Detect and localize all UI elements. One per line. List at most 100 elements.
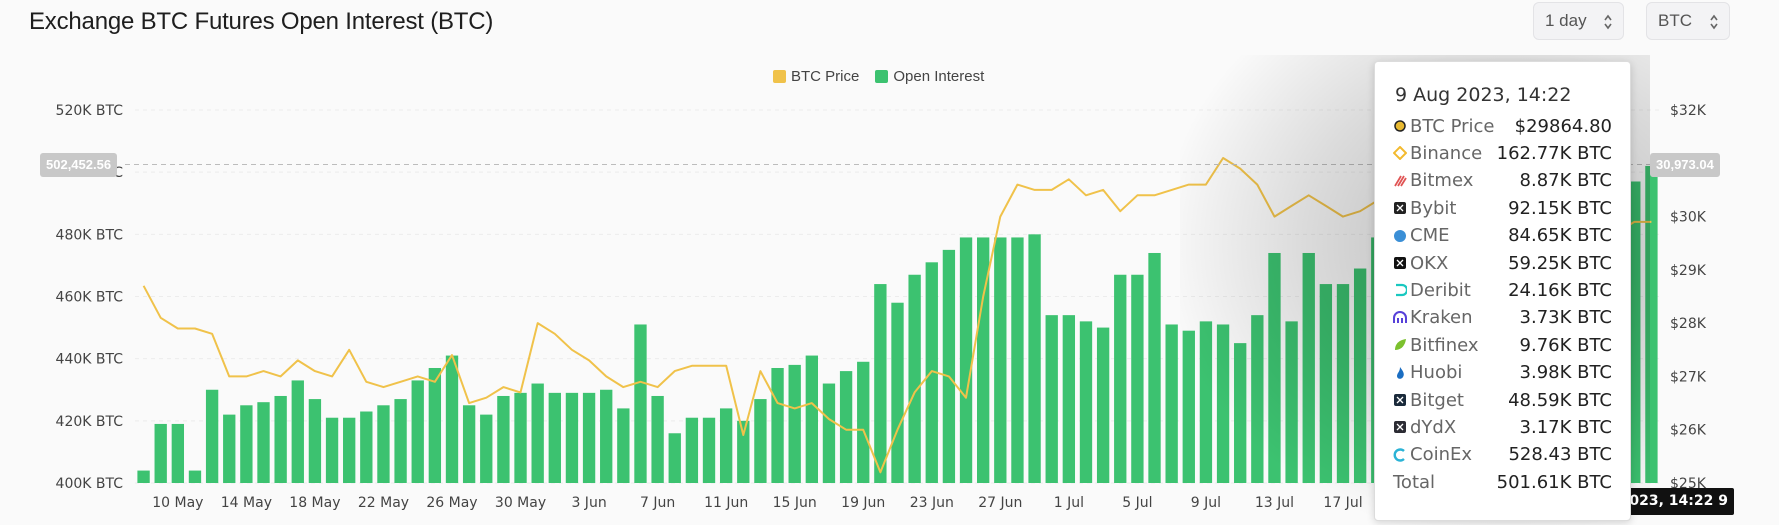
unit-select[interactable]: BTC [1646, 2, 1730, 40]
huobi-icon [1397, 366, 1404, 379]
open-interest-bar [428, 367, 442, 483]
open-interest-bar [685, 417, 699, 483]
tooltip-row-name: BTC Price [1410, 115, 1495, 137]
tooltip-row: Total 501.61K BTC [1393, 469, 1612, 495]
open-interest-bar [171, 423, 185, 483]
binance-icon [1393, 146, 1407, 161]
open-interest-bar [908, 274, 921, 483]
legend-swatch [875, 70, 889, 83]
open-interest-bar [634, 324, 647, 483]
open-interest-bar [394, 399, 407, 483]
open-interest-bar [737, 420, 750, 483]
x-axis-tick: 18 May [289, 495, 340, 511]
left-axis-tick: 440K BTC [56, 352, 124, 368]
left-axis-tick: 520K BTC [56, 103, 124, 119]
open-interest-bar [274, 395, 287, 483]
chart-legend: BTC Price Open Interest [773, 68, 984, 85]
tooltip-row: Binance 162.77K BTC [1393, 140, 1612, 166]
tooltip-row-value: 24.16K BTC [1508, 279, 1612, 301]
x-axis-tick: 15 Jun [773, 495, 817, 511]
tooltip-date: 9 Aug 2023, 14:22 [1395, 84, 1572, 106]
open-interest-bar [600, 389, 613, 483]
tooltip-row: Deribit 24.16K BTC [1393, 277, 1612, 303]
tooltip-row: OKX 59.25K BTC [1393, 250, 1612, 276]
tooltip-row-name: CoinEx [1410, 444, 1473, 466]
tooltip-row-value: 162.77K BTC [1496, 142, 1612, 164]
open-interest-bar [1645, 165, 1658, 483]
interval-value: 1 day [1545, 11, 1587, 30]
tooltip-row: CoinEx 528.43 BTC [1393, 442, 1612, 468]
open-interest-bar [205, 389, 219, 483]
x-axis-tick: 30 May [495, 495, 546, 511]
left-axis-tick: 420K BTC [56, 414, 124, 430]
tooltip-row-name: Deribit [1410, 279, 1471, 301]
legend-label: Open Interest [893, 68, 985, 85]
left-axis-tick: 400K BTC [56, 476, 124, 492]
tooltip-row-name: Bitmex [1410, 170, 1474, 192]
open-interest-bar [788, 364, 801, 483]
tooltip-row-name: Bybit [1410, 197, 1457, 219]
tooltip-row-name: Total [1393, 471, 1436, 493]
legend-swatch [773, 70, 786, 83]
crosshair-x-label: 9 Aug 2023, 14:22 [1620, 488, 1734, 515]
open-interest-bar [1285, 321, 1298, 483]
open-interest-bar [891, 302, 904, 483]
dydx-icon [1394, 421, 1406, 434]
right-axis-tick: $29K [1670, 263, 1707, 279]
open-interest-bar [154, 423, 167, 483]
open-interest-bar [1011, 237, 1024, 483]
okx-icon [1394, 257, 1406, 269]
open-interest-bar [445, 355, 459, 483]
open-interest-bar [719, 408, 733, 483]
tooltip-row-name: Bitfinex [1410, 334, 1479, 356]
chevron-up-down-icon [1604, 14, 1612, 30]
open-interest-bar [377, 405, 390, 483]
open-interest-bar [548, 392, 561, 483]
open-interest-bar [1148, 252, 1161, 483]
x-axis-tick: 9 Jul [1191, 495, 1221, 511]
open-interest-bar [959, 237, 973, 483]
x-axis-tick: 1 Jul [1054, 495, 1084, 511]
x-axis-tick: 23 Jun [910, 495, 954, 511]
open-interest-bar [462, 405, 476, 483]
unit-value: BTC [1658, 11, 1692, 30]
x-axis-tick: 11 Jun [704, 495, 748, 511]
left-axis-tick: 480K BTC [56, 227, 124, 243]
open-interest-bar [240, 405, 253, 483]
right-axis-tick: $27K [1670, 369, 1707, 385]
open-interest-bar [1199, 321, 1213, 483]
open-interest-bar [480, 414, 493, 483]
legend-item-btc-price[interactable]: BTC Price [773, 68, 859, 85]
x-axis-tick: 14 May [221, 495, 272, 511]
open-interest-bar [497, 395, 510, 483]
crosshair-right-value: 30,973.04 [1650, 153, 1720, 177]
open-interest-bar [702, 417, 716, 483]
open-interest-bar [1234, 343, 1247, 483]
tooltip-row-name: Huobi [1410, 362, 1463, 384]
tooltip-row: CME 84.65K BTC [1393, 223, 1612, 249]
deribit-icon [1396, 284, 1407, 297]
btc-price-dot-icon [1394, 120, 1406, 132]
open-interest-bar [1216, 324, 1230, 483]
x-axis-tick: 19 Jun [841, 495, 885, 511]
open-interest-bar [1096, 327, 1110, 483]
open-interest-bar [1268, 252, 1281, 483]
tooltip-row-value: 3.17K BTC [1519, 416, 1612, 438]
interval-select[interactable]: 1 day [1533, 2, 1624, 40]
open-interest-bar [188, 470, 202, 483]
x-axis-tick: 17 Jul [1323, 495, 1362, 511]
open-interest-bar [1182, 330, 1195, 483]
tooltip-row: Bitfinex 9.76K BTC [1393, 332, 1612, 358]
legend-label: BTC Price [791, 68, 860, 85]
x-axis-tick: 26 May [426, 495, 477, 511]
x-axis-tick: 22 May [358, 495, 409, 511]
open-interest-bar [805, 355, 818, 483]
open-interest-bar [822, 383, 836, 483]
tooltip-row: dYdX 3.17K BTC [1393, 414, 1612, 440]
open-interest-bar [531, 383, 544, 483]
legend-item-open-interest[interactable]: Open Interest [875, 68, 984, 85]
open-interest-bar [137, 470, 150, 483]
crosshair-x-text: 9 Aug 2023, 14:22 [1628, 493, 1728, 509]
open-interest-bar [1131, 274, 1144, 483]
tooltip-row: Huobi 3.98K BTC [1393, 360, 1612, 386]
